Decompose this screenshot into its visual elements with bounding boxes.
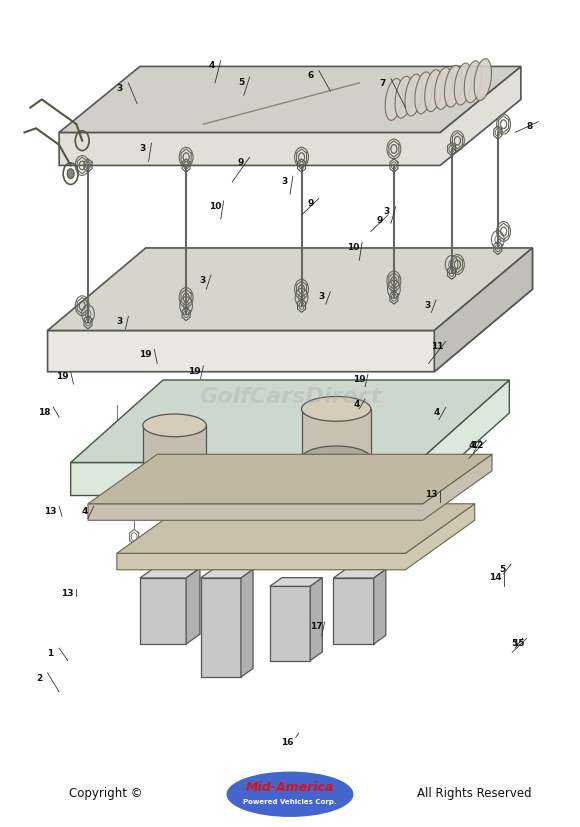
- Ellipse shape: [302, 397, 371, 422]
- Text: 3: 3: [117, 84, 123, 93]
- Bar: [302, 409, 371, 459]
- Polygon shape: [374, 570, 386, 644]
- Text: 13: 13: [61, 589, 74, 598]
- Text: 18: 18: [38, 408, 51, 416]
- Text: Copyright ©: Copyright ©: [68, 786, 142, 799]
- Text: 10: 10: [209, 201, 221, 210]
- Polygon shape: [201, 570, 253, 578]
- Ellipse shape: [464, 62, 481, 103]
- Text: 4: 4: [82, 506, 88, 515]
- Text: Mid-America: Mid-America: [246, 780, 334, 792]
- Ellipse shape: [434, 69, 452, 110]
- Polygon shape: [48, 249, 532, 331]
- Polygon shape: [334, 578, 374, 644]
- Text: 3: 3: [384, 207, 390, 216]
- Polygon shape: [88, 455, 492, 504]
- Polygon shape: [59, 67, 521, 133]
- Text: All Rights Reserved: All Rights Reserved: [418, 786, 532, 799]
- Text: 13: 13: [425, 490, 438, 499]
- Text: 4: 4: [209, 61, 215, 70]
- Ellipse shape: [474, 60, 491, 102]
- Text: 6: 6: [307, 71, 313, 80]
- Text: 7: 7: [379, 79, 386, 88]
- Text: 3: 3: [424, 300, 430, 309]
- Text: 3: 3: [318, 292, 325, 301]
- Text: Powered Vehicles Corp.: Powered Vehicles Corp.: [243, 798, 337, 804]
- Polygon shape: [270, 586, 310, 661]
- Text: 8: 8: [527, 122, 532, 131]
- Text: 2: 2: [36, 672, 42, 681]
- Polygon shape: [71, 380, 509, 463]
- Text: 11: 11: [431, 342, 444, 351]
- Ellipse shape: [454, 64, 472, 106]
- Text: 3: 3: [117, 317, 123, 326]
- Text: 5: 5: [511, 638, 517, 648]
- Text: 3: 3: [140, 144, 146, 153]
- Polygon shape: [270, 578, 322, 586]
- Text: 4: 4: [434, 408, 440, 416]
- Text: 12: 12: [472, 440, 484, 449]
- Text: 19: 19: [188, 366, 201, 375]
- Ellipse shape: [385, 79, 403, 122]
- Text: 1: 1: [48, 648, 53, 657]
- Text: 3: 3: [199, 275, 205, 284]
- Polygon shape: [59, 67, 521, 166]
- Text: 9: 9: [376, 215, 383, 224]
- Polygon shape: [186, 568, 200, 644]
- Text: 5: 5: [238, 78, 244, 87]
- Text: 10: 10: [347, 242, 360, 251]
- Circle shape: [67, 170, 74, 179]
- Text: 9: 9: [238, 158, 244, 166]
- Polygon shape: [117, 504, 474, 570]
- Text: GolfCarsDirect: GolfCarsDirect: [199, 387, 381, 407]
- Text: 17: 17: [310, 622, 322, 631]
- Text: 9: 9: [307, 198, 313, 208]
- Text: 5: 5: [499, 564, 506, 573]
- Polygon shape: [117, 504, 474, 553]
- Ellipse shape: [444, 66, 462, 108]
- Ellipse shape: [415, 73, 432, 115]
- Text: 19: 19: [56, 372, 68, 381]
- Ellipse shape: [425, 70, 442, 112]
- Polygon shape: [48, 249, 532, 372]
- Polygon shape: [140, 578, 186, 644]
- Ellipse shape: [143, 460, 206, 482]
- Polygon shape: [88, 455, 492, 521]
- Polygon shape: [334, 570, 386, 578]
- Ellipse shape: [143, 414, 206, 437]
- Text: 19: 19: [139, 350, 152, 359]
- Text: 16: 16: [281, 737, 293, 746]
- Ellipse shape: [395, 77, 412, 119]
- Polygon shape: [310, 578, 322, 661]
- Polygon shape: [71, 380, 509, 496]
- Polygon shape: [241, 570, 253, 677]
- Text: 19: 19: [353, 375, 365, 384]
- Text: 13: 13: [44, 506, 57, 515]
- Polygon shape: [434, 249, 532, 372]
- Text: 15: 15: [512, 638, 524, 648]
- Ellipse shape: [227, 772, 353, 817]
- Text: 3: 3: [281, 177, 287, 185]
- Bar: [143, 426, 206, 471]
- Ellipse shape: [302, 447, 371, 471]
- Polygon shape: [201, 578, 241, 677]
- Text: 4: 4: [469, 440, 475, 449]
- Polygon shape: [140, 568, 200, 578]
- Ellipse shape: [405, 75, 422, 117]
- Text: 4: 4: [353, 399, 360, 408]
- Text: 14: 14: [488, 572, 501, 581]
